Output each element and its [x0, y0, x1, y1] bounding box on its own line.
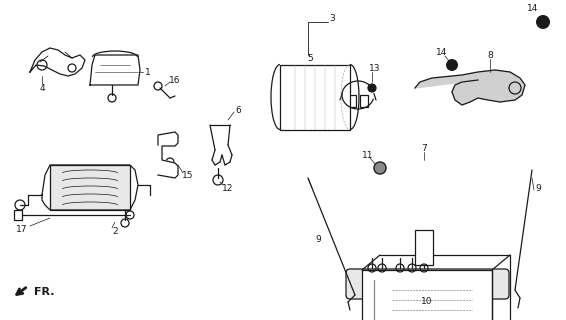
Text: 1: 1 — [145, 68, 151, 76]
Text: 3: 3 — [329, 13, 335, 22]
Text: 17: 17 — [16, 226, 28, 235]
Text: 11: 11 — [362, 150, 374, 159]
FancyBboxPatch shape — [346, 269, 509, 299]
Polygon shape — [415, 70, 525, 105]
Text: 13: 13 — [369, 63, 381, 73]
Circle shape — [374, 162, 386, 174]
Text: 12: 12 — [222, 183, 234, 193]
Text: 9: 9 — [535, 183, 541, 193]
Text: 7: 7 — [421, 143, 427, 153]
Polygon shape — [90, 55, 140, 85]
Bar — [415, 230, 433, 265]
Text: 14: 14 — [436, 47, 448, 57]
Text: 10: 10 — [421, 298, 433, 307]
Text: 9: 9 — [315, 236, 321, 244]
Text: 8: 8 — [487, 51, 493, 60]
Polygon shape — [158, 132, 178, 178]
Circle shape — [536, 15, 550, 29]
Polygon shape — [42, 165, 138, 210]
Text: 15: 15 — [182, 171, 194, 180]
Bar — [14, 210, 22, 220]
Bar — [50, 165, 130, 210]
Circle shape — [446, 59, 458, 71]
Text: 5: 5 — [307, 53, 313, 62]
Text: 2: 2 — [112, 228, 118, 236]
Bar — [280, 65, 350, 130]
Text: 14: 14 — [528, 4, 539, 12]
Circle shape — [368, 84, 376, 92]
Text: 4: 4 — [39, 84, 45, 92]
Bar — [362, 270, 492, 320]
Bar — [360, 95, 368, 107]
Bar — [348, 95, 356, 107]
Text: FR.: FR. — [34, 287, 54, 297]
Text: 6: 6 — [235, 106, 241, 115]
Text: 16: 16 — [169, 76, 181, 84]
